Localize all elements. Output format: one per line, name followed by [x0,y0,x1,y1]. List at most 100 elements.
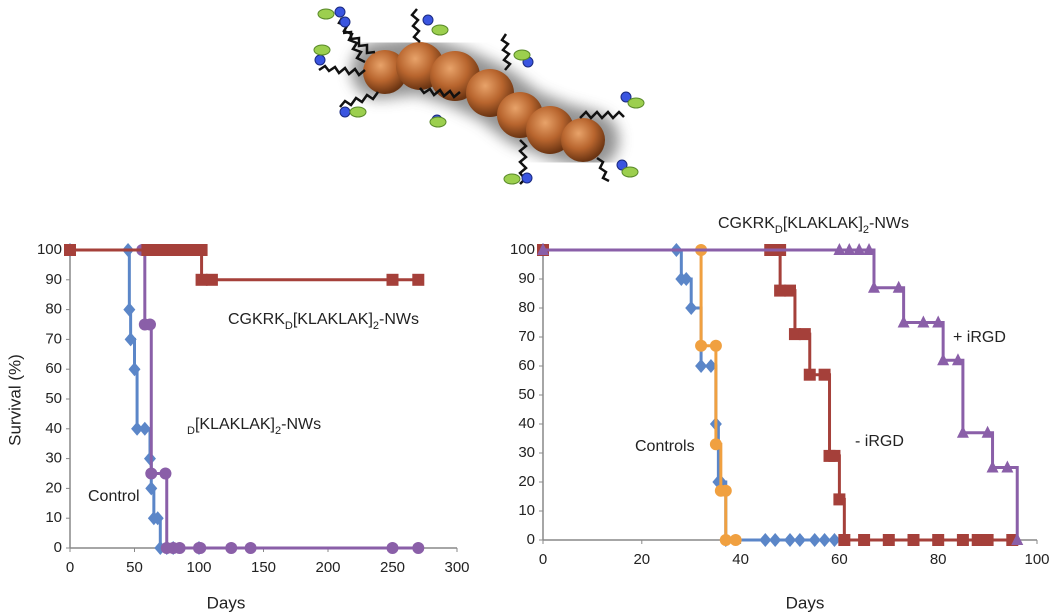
annotation: - iRGD [855,433,904,450]
annotation-part: [KLAKLAK] [195,416,275,433]
marker [195,244,208,256]
chart-title-part: -NWs [869,215,909,232]
survival-line [543,248,736,542]
x-tick-label: 50 [126,559,143,576]
y-axis-label: Survival (%) [5,354,24,446]
marker [843,243,856,255]
x-tick-label: 40 [732,551,749,568]
marker [932,534,945,546]
marker [225,542,238,554]
marker [858,534,871,546]
annotation-part: + iRGD [953,329,1006,346]
y-tick-label: 80 [45,301,62,318]
marker [788,328,801,341]
y-tick-label: 20 [45,479,62,496]
marker [1001,460,1014,473]
marker [951,353,964,366]
marker [853,243,866,255]
marker [412,542,425,554]
y-tick-label: 60 [45,360,62,377]
marker [838,534,851,546]
x-tick-label: 250 [380,559,405,576]
marker [386,542,399,554]
marker [981,534,994,546]
marker [151,511,164,526]
y-tick-label: 40 [45,420,62,437]
marker [123,302,136,317]
marker [128,362,141,377]
y-tick-label: 80 [518,299,535,316]
marker [143,318,156,331]
marker [131,421,144,436]
marker [194,542,207,554]
chart-title-part: CGKRK [718,215,775,232]
marker [709,438,722,451]
chart-title-part: D [775,224,783,236]
marker [412,273,425,286]
marker [897,315,910,328]
marker [828,533,841,547]
y-tick-label: 90 [518,270,535,287]
y-tick-label: 50 [45,390,62,407]
marker [784,284,796,297]
annotation-part: D [285,320,293,332]
marker [986,460,999,473]
y-tick-label: 0 [527,531,535,548]
marker [863,243,876,255]
x-tick-label: 300 [444,559,469,576]
annotation-part: -NWs [379,311,419,328]
marker [386,273,399,286]
annotation-part: - iRGD [855,433,904,450]
y-tick-label: 0 [54,539,62,556]
marker [244,542,257,554]
marker [537,243,549,255]
marker [808,533,821,547]
annotation: CGKRKD[KLAKLAK]2-NWs [228,311,419,332]
marker [180,244,193,256]
x-tick-label: 200 [315,559,340,576]
marker [981,425,994,438]
marker [719,534,732,546]
marker [1011,533,1024,545]
marker [937,353,950,366]
x-tick-label: 150 [251,559,276,576]
annotation-part: -NWs [281,416,321,433]
marker [956,534,969,546]
survival-line [70,248,419,282]
marker [195,273,208,286]
y-tick-label: 50 [518,386,535,403]
marker [917,315,930,328]
marker [769,533,782,547]
survival-chart: 0 10 20 30 40 50 60 70 80 90 100 0 20 40 60 80 100 Days CG… [510,215,1050,612]
annotation-part: CGKRK [228,311,285,328]
marker [803,368,816,381]
y-tick-label: 20 [518,473,535,490]
y-tick-label: 30 [518,444,535,461]
annotation-part: Control [88,488,140,505]
annotation-part: 2 [275,425,281,437]
y-tick-label: 30 [45,450,62,467]
annotation: Control [88,488,140,505]
chart-title-part: [KLAKLAK] [783,215,863,232]
marker [892,280,905,293]
marker [704,359,717,373]
marker [784,533,796,547]
y-tick-label: 90 [45,271,62,288]
nanoworm-illustration [313,6,645,185]
annotation: D[KLAKLAK]2-NWs [187,416,321,437]
annotation-part: [KLAKLAK] [293,311,373,328]
x-tick-label: 0 [539,551,547,568]
survival-chart: 0 10 20 30 40 50 60 70 80 90 100 0 50 100 150 200 250 300… [5,241,469,613]
marker [64,244,76,256]
marker [798,328,811,341]
marker [685,301,698,315]
y-tick-label: 10 [45,509,62,526]
marker [971,534,984,546]
marker [956,425,969,438]
y-tick-label: 60 [518,357,535,374]
chart-title: CGKRKD[KLAKLAK]2-NWs [718,215,909,236]
marker [818,533,831,547]
chart-title-part: 2 [863,224,869,236]
marker [205,273,218,286]
